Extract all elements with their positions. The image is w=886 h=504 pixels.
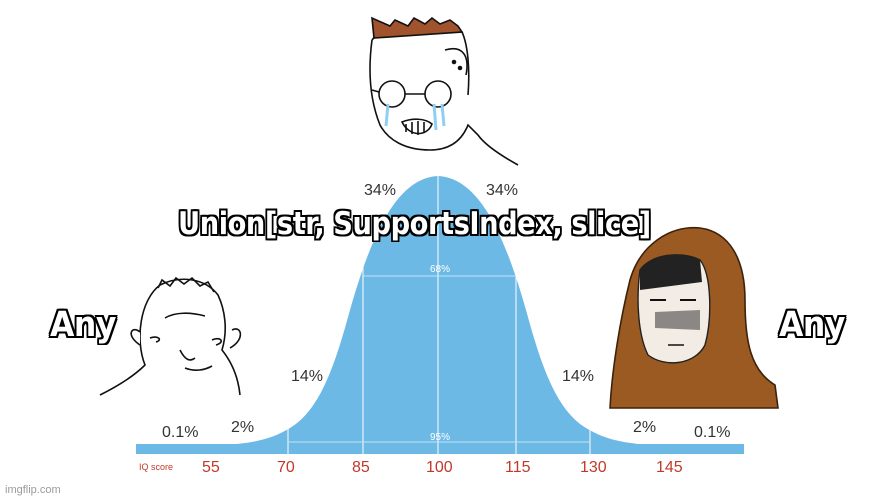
bell-curve <box>136 176 744 454</box>
pct-95: 95% <box>430 432 450 443</box>
pct-14-left: 14% <box>291 368 323 385</box>
left-wojak-drawing <box>99 276 242 396</box>
tick-130: 130 <box>580 459 607 476</box>
watermark: imgflip.com <box>5 484 61 496</box>
right-hooded-drawing <box>609 226 779 409</box>
tick-100: 100 <box>426 459 453 476</box>
pct-14-right: 14% <box>562 368 594 385</box>
pct-01-left: 0.1% <box>162 424 198 441</box>
tick-70: 70 <box>277 459 295 476</box>
pct-2-left: 2% <box>231 419 254 436</box>
right-caption: Any <box>779 305 845 345</box>
axis-label: IQ score <box>139 462 173 472</box>
pct-01-right: 0.1% <box>694 424 730 441</box>
pct-68: 68% <box>430 264 450 275</box>
tick-55: 55 <box>202 459 220 476</box>
left-caption: Any <box>50 305 116 345</box>
tick-145: 145 <box>656 459 683 476</box>
tick-85: 85 <box>352 459 370 476</box>
sd-lines <box>287 176 591 454</box>
top-caption: Union[str, SupportsIndex, slice] <box>178 206 651 242</box>
crying-wojak-drawing <box>369 16 519 166</box>
range-brackets <box>288 275 590 443</box>
pct-34-left: 34% <box>364 182 396 199</box>
pct-2-right: 2% <box>633 419 656 436</box>
tick-115: 115 <box>505 459 531 476</box>
pct-34-right: 34% <box>486 182 518 199</box>
